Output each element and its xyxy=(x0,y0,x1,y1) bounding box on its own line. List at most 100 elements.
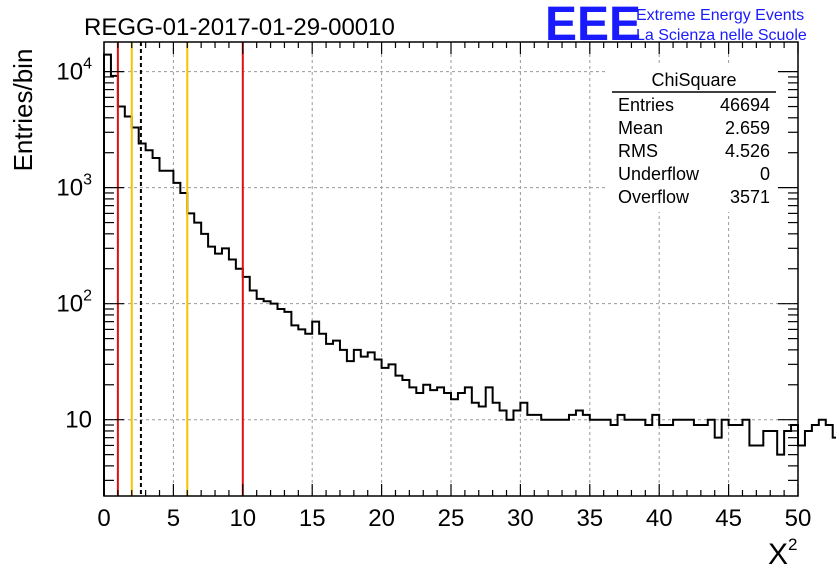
histogram-bin xyxy=(625,420,632,496)
x-tick-label: 50 xyxy=(785,505,812,532)
logo-line-2: La Scienza nelle Scuole xyxy=(636,27,807,44)
histogram-bin xyxy=(416,393,423,496)
histogram-bin xyxy=(271,304,278,496)
histogram-bin xyxy=(652,415,659,496)
histogram-bin xyxy=(500,411,507,496)
stats-value: 4.526 xyxy=(725,141,770,161)
histogram-bin xyxy=(104,55,111,496)
histogram-bin xyxy=(395,376,402,496)
histogram-bin xyxy=(742,420,749,496)
histogram-bin xyxy=(756,445,763,496)
histogram-bin xyxy=(472,403,479,496)
histogram-bin xyxy=(465,387,472,496)
histogram-bin xyxy=(694,425,701,496)
histogram-bin xyxy=(805,431,812,496)
histogram-bin xyxy=(264,301,271,496)
histogram-bin xyxy=(701,425,708,496)
stats-title: ChiSquare xyxy=(651,70,736,90)
x-tick-label: 35 xyxy=(576,505,603,532)
histogram xyxy=(103,53,836,496)
stats-value: 3571 xyxy=(730,187,770,207)
histogram-bin xyxy=(520,403,527,496)
histogram-bin xyxy=(125,117,132,496)
histogram-bin xyxy=(597,420,604,496)
histogram-bin xyxy=(291,325,298,496)
histogram-bin xyxy=(312,322,319,496)
stats-value: 2.659 xyxy=(725,118,770,138)
histogram-bin xyxy=(576,411,583,496)
stats-label: Underflow xyxy=(618,164,700,184)
x-tick-label: 20 xyxy=(368,505,395,532)
histogram-bin xyxy=(763,431,770,496)
histogram-bin xyxy=(257,299,264,496)
axes: 0 5 10 15 20 25 30 35 40 45 50 10 102 103 104 xyxy=(56,42,811,532)
histogram-bin xyxy=(153,158,160,496)
histogram-bin xyxy=(611,425,618,496)
histogram-bin xyxy=(736,425,743,496)
histogram-bin xyxy=(513,411,520,496)
histogram-bin xyxy=(604,420,611,496)
histogram-bin xyxy=(354,350,361,496)
histogram-bin xyxy=(458,393,465,496)
x-tick-label: 30 xyxy=(507,505,534,532)
histogram-bin xyxy=(548,420,555,496)
histogram-bin xyxy=(437,387,444,496)
histogram-bin xyxy=(111,76,118,496)
stats-label: RMS xyxy=(618,141,658,161)
histogram-bin xyxy=(819,420,826,496)
logo-line-1: Extreme Energy Events xyxy=(636,7,804,24)
histogram-bin xyxy=(389,364,396,496)
histogram-bin xyxy=(638,420,645,496)
reference-lines xyxy=(116,42,244,496)
histogram-bin xyxy=(236,269,243,496)
y-tick-label: 104 xyxy=(56,56,92,86)
histogram-bin xyxy=(770,431,777,496)
eee-logo: EEE xyxy=(545,0,641,51)
histogram-bin xyxy=(430,390,437,496)
x-axis-label: X2 xyxy=(768,535,797,571)
histogram-bin xyxy=(673,420,680,496)
x-tick-label: 25 xyxy=(438,505,465,532)
histogram-bin xyxy=(208,247,215,496)
histogram-bin xyxy=(562,420,569,496)
histogram-bin xyxy=(333,341,340,496)
histogram-bin xyxy=(423,385,430,496)
histogram-bin xyxy=(812,425,819,496)
histogram-bin xyxy=(215,254,222,496)
histogram-bin xyxy=(826,425,833,496)
histogram-bin xyxy=(222,248,229,496)
stats-label: Overflow xyxy=(618,187,690,207)
histogram-bin xyxy=(798,445,805,496)
y-tick-label: 103 xyxy=(56,172,92,202)
histogram-bin xyxy=(645,425,652,496)
histogram-bin xyxy=(229,260,236,496)
histogram-bin xyxy=(722,420,729,496)
histogram-bin xyxy=(687,420,694,496)
histogram-bin xyxy=(583,415,590,496)
histogram-bin xyxy=(319,334,326,496)
histogram-bin xyxy=(534,415,541,496)
histogram-bin xyxy=(118,107,125,496)
histogram-bin xyxy=(666,425,673,496)
histogram-bin xyxy=(631,420,638,496)
histogram-bin xyxy=(326,344,333,496)
histogram-bin xyxy=(298,329,305,496)
histogram-bin xyxy=(569,415,576,496)
x-tick-label: 5 xyxy=(167,505,180,532)
histogram-bin xyxy=(715,438,722,496)
histogram-bin xyxy=(180,193,187,496)
histogram-bin xyxy=(194,223,201,496)
histogram-bin xyxy=(451,399,458,496)
stats-label: Entries xyxy=(618,95,674,115)
histogram-bin xyxy=(284,312,291,496)
histogram-bin xyxy=(527,415,534,496)
stats-value: 0 xyxy=(760,164,770,184)
histogram-bin xyxy=(166,171,173,496)
histogram-bin xyxy=(187,213,194,496)
histogram-bin xyxy=(278,309,285,496)
histogram-bin xyxy=(479,406,486,496)
histogram-bin xyxy=(680,420,687,496)
histogram-bin xyxy=(493,403,500,496)
histogram-bin xyxy=(340,350,347,496)
